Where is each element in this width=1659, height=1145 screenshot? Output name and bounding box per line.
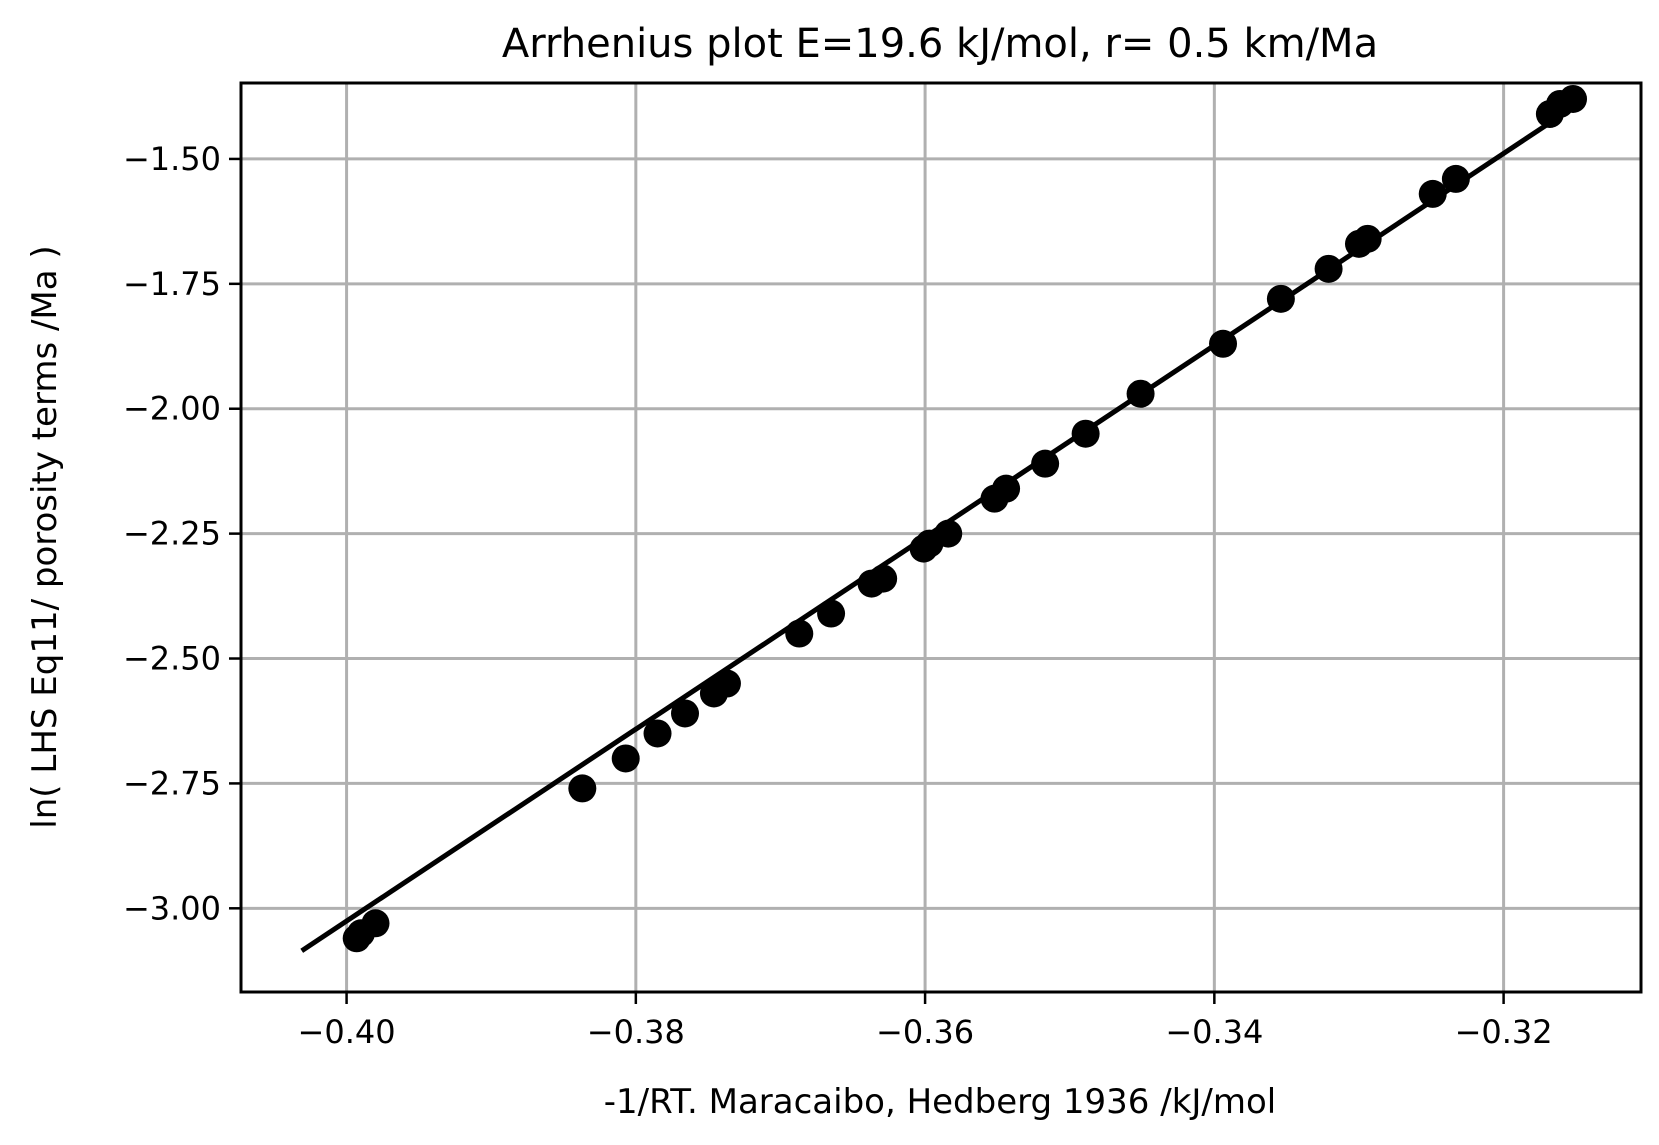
- plot-frame: [239, 81, 1643, 994]
- data-point: [785, 619, 814, 648]
- x-tick-label: −0.34: [1165, 1013, 1263, 1051]
- x-tick-label: −0.38: [587, 1013, 685, 1051]
- data-point: [1126, 379, 1155, 408]
- data-point: [643, 719, 672, 748]
- y-axis-label: ln( LHS Eq11/ porosity terms /Ma ): [25, 245, 65, 828]
- x-axis-label: -1/RT. Maracaibo, Hedberg 1936 /kJ/mol: [604, 1082, 1276, 1122]
- data-point: [1071, 419, 1100, 448]
- data-point: [817, 599, 846, 628]
- data-point: [1559, 84, 1588, 113]
- data-point: [1353, 224, 1382, 253]
- data-point: [1314, 254, 1343, 283]
- y-tick-label: −2.50: [123, 640, 221, 678]
- x-tick-label: −0.32: [1455, 1013, 1553, 1051]
- data-point: [1418, 179, 1447, 208]
- y-tick-label: −2.75: [123, 764, 221, 802]
- y-tick-label: −1.50: [123, 140, 221, 178]
- data-points-layer: [342, 84, 1588, 953]
- data-point: [934, 519, 963, 548]
- data-point: [869, 564, 898, 593]
- data-point: [712, 669, 741, 698]
- y-tick-label: −3.00: [123, 889, 221, 927]
- data-point: [671, 699, 700, 728]
- axis-ticks: −0.40 −0.38 −0.36 −0.34 −0.32 −1.50 −1.75 −2.00…: [123, 140, 1553, 1051]
- y-tick-label: −1.75: [123, 265, 221, 303]
- y-tick-label: −2.00: [123, 390, 221, 428]
- data-point: [611, 744, 640, 773]
- x-tick-label: −0.36: [876, 1013, 974, 1051]
- data-point: [1266, 284, 1295, 313]
- data-point: [992, 474, 1021, 503]
- chart-title: Arrhenius plot E=19.6 kJ/mol, r= 0.5 km/…: [502, 21, 1378, 67]
- data-point: [1209, 329, 1238, 358]
- data-point: [361, 909, 390, 938]
- data-point: [1031, 449, 1060, 478]
- data-point: [568, 774, 597, 803]
- data-point: [1441, 164, 1470, 193]
- y-tick-label: −2.25: [123, 515, 221, 553]
- x-tick-label: −0.40: [298, 1013, 396, 1051]
